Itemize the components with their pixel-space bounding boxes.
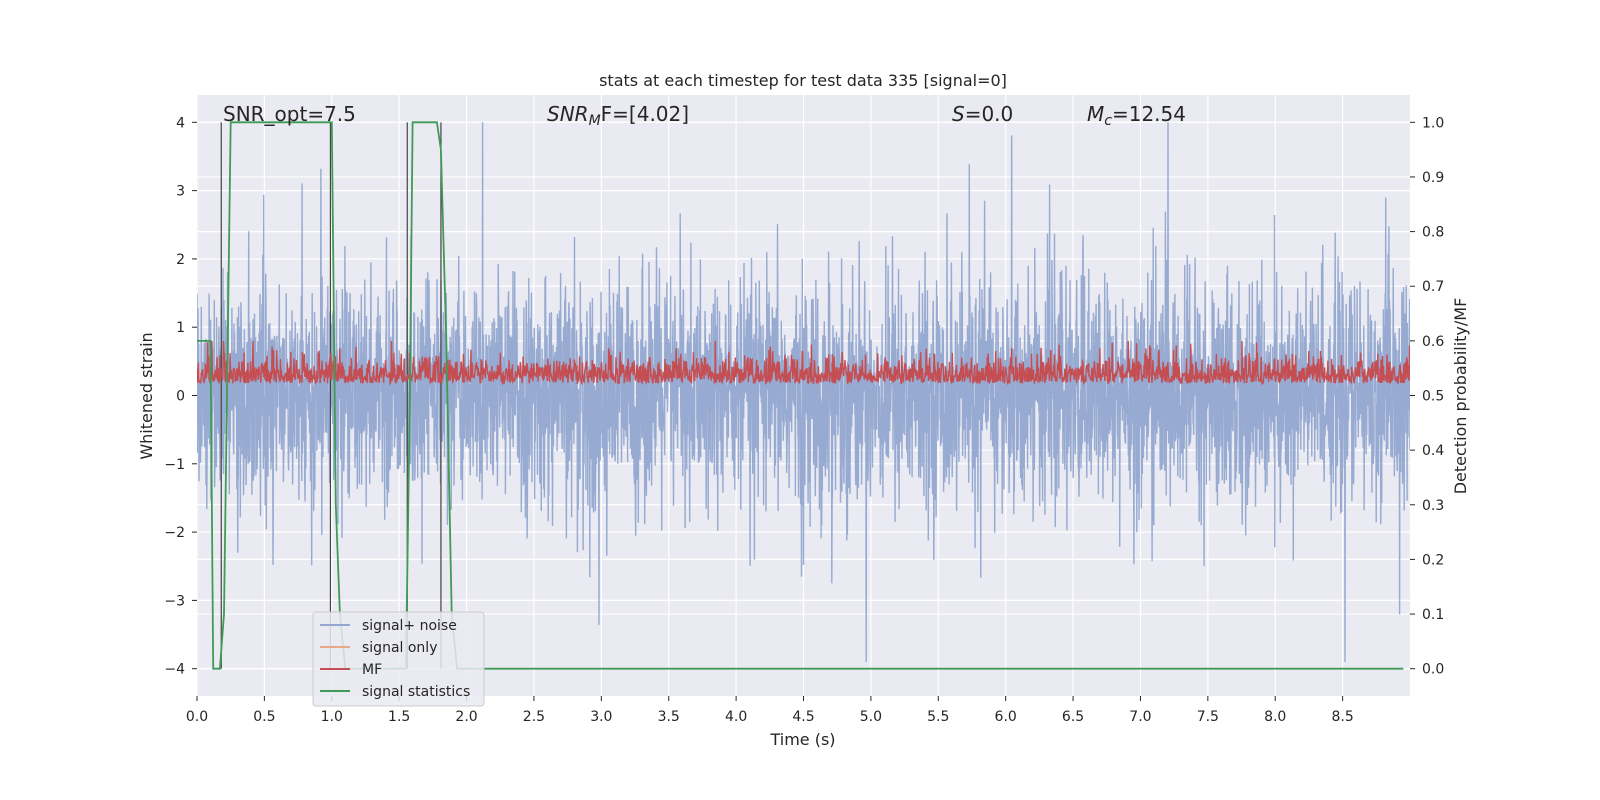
y2-tick-label: 1.0 (1422, 115, 1444, 131)
legend-label-signal-statistics: signal statistics (362, 684, 470, 700)
y-tick-label: −2 (164, 525, 185, 541)
x-tick-label: 0.0 (186, 709, 208, 725)
legend: signal+ noise signal only MF signal stat… (312, 611, 485, 707)
y-tick-label: −3 (164, 593, 185, 609)
y-tick-label: 3 (176, 184, 185, 200)
y2-tick-label: 0.1 (1422, 607, 1444, 623)
y2-tick-label: 0.4 (1422, 443, 1444, 459)
annotation-snr-mf: SNRMF=[4.02] (547, 102, 689, 129)
y-tick-label: −4 (164, 662, 185, 678)
y2-tick-label: 0.2 (1422, 552, 1444, 568)
annotation-s-value: =0.0 (965, 102, 1014, 126)
x-tick-label: 0.5 (253, 709, 275, 725)
series-signal-statistics-line (197, 121, 1404, 670)
y2-tick-label: 0.0 (1422, 662, 1444, 678)
x-axis-ticks: 0.0 0.5 1.0 1.5 2.0 2.5 3.0 3.5 4.0 4.5 5.0 5.5 6.0 6… (186, 696, 1354, 725)
legend-label-signal-only: signal only (362, 640, 437, 656)
x-tick-label: 8.0 (1264, 709, 1286, 725)
x-tick-label: 2.0 (455, 709, 477, 725)
x-axis-label: Time (s) (769, 730, 835, 749)
x-tick-label: 4.5 (792, 709, 814, 725)
x-tick-label: 3.5 (658, 709, 680, 725)
y-tick-label: 1 (176, 320, 185, 336)
legend-box (312, 611, 485, 707)
x-tick-label: 7.5 (1197, 709, 1219, 725)
x-tick-label: 5.0 (860, 709, 882, 725)
x-tick-label: 1.5 (388, 709, 410, 725)
x-tick-label: 3.0 (590, 709, 612, 725)
y2-tick-label: 0.9 (1422, 170, 1444, 186)
y2-tick-label: 0.8 (1422, 225, 1444, 241)
annotation-mc-sub: c (1104, 113, 1112, 129)
legend-label-mf: MF (362, 662, 382, 678)
x-tick-label: 2.5 (523, 709, 545, 725)
x-tick-label: 7.0 (1129, 709, 1151, 725)
annotation-s: S=0.0 (952, 102, 1013, 126)
annotation-mc-base: M (1087, 102, 1104, 126)
x-tick-label: 5.5 (927, 709, 949, 725)
legend-label-signal-noise: signal+ noise (362, 618, 457, 634)
x-tick-label: 4.0 (725, 709, 747, 725)
y-tick-label: 0 (176, 389, 185, 405)
x-tick-label: 6.5 (1062, 709, 1084, 725)
chart-title: stats at each timestep for test data 335… (599, 71, 1007, 90)
annotation-snr-mf-value: F=[4.02] (601, 102, 689, 126)
y-tick-label: 4 (176, 115, 185, 131)
y2-tick-label: 0.6 (1422, 334, 1444, 350)
x-tick-label: 1.0 (321, 709, 343, 725)
y2-tick-label: 0.7 (1422, 279, 1444, 295)
annotation-snr-opt: SNR_opt=7.5 (223, 102, 356, 126)
y-tick-label: −1 (164, 457, 185, 473)
y-axis-label: Whitened strain (137, 332, 156, 459)
annotation-mc: Mc=12.54 (1087, 102, 1186, 129)
y-tick-label: 2 (176, 252, 185, 268)
annotation-snr-mf-base: SNR (547, 102, 589, 126)
y2-tick-label: 0.3 (1422, 498, 1444, 514)
y-axis-ticks: −4 −3 −2 −1 0 1 2 3 4 (164, 115, 197, 678)
series-mf-line (197, 340, 1410, 387)
y2-tick-label: 0.5 (1422, 389, 1444, 405)
annotation-s-base: S (952, 102, 965, 126)
annotation-snr-mf-sub: M (589, 113, 601, 129)
series-layer (197, 121, 1410, 670)
y2-axis-ticks: 0.0 0.1 0.2 0.3 0.4 0.5 0.6 0.7 0.8 0.9 1.0 (1410, 115, 1444, 678)
annotation-mc-value: =12.54 (1112, 102, 1186, 126)
y2-axis-label: Detection probability/MF (1451, 298, 1470, 495)
x-tick-label: 8.5 (1331, 709, 1353, 725)
x-tick-label: 6.0 (995, 709, 1017, 725)
